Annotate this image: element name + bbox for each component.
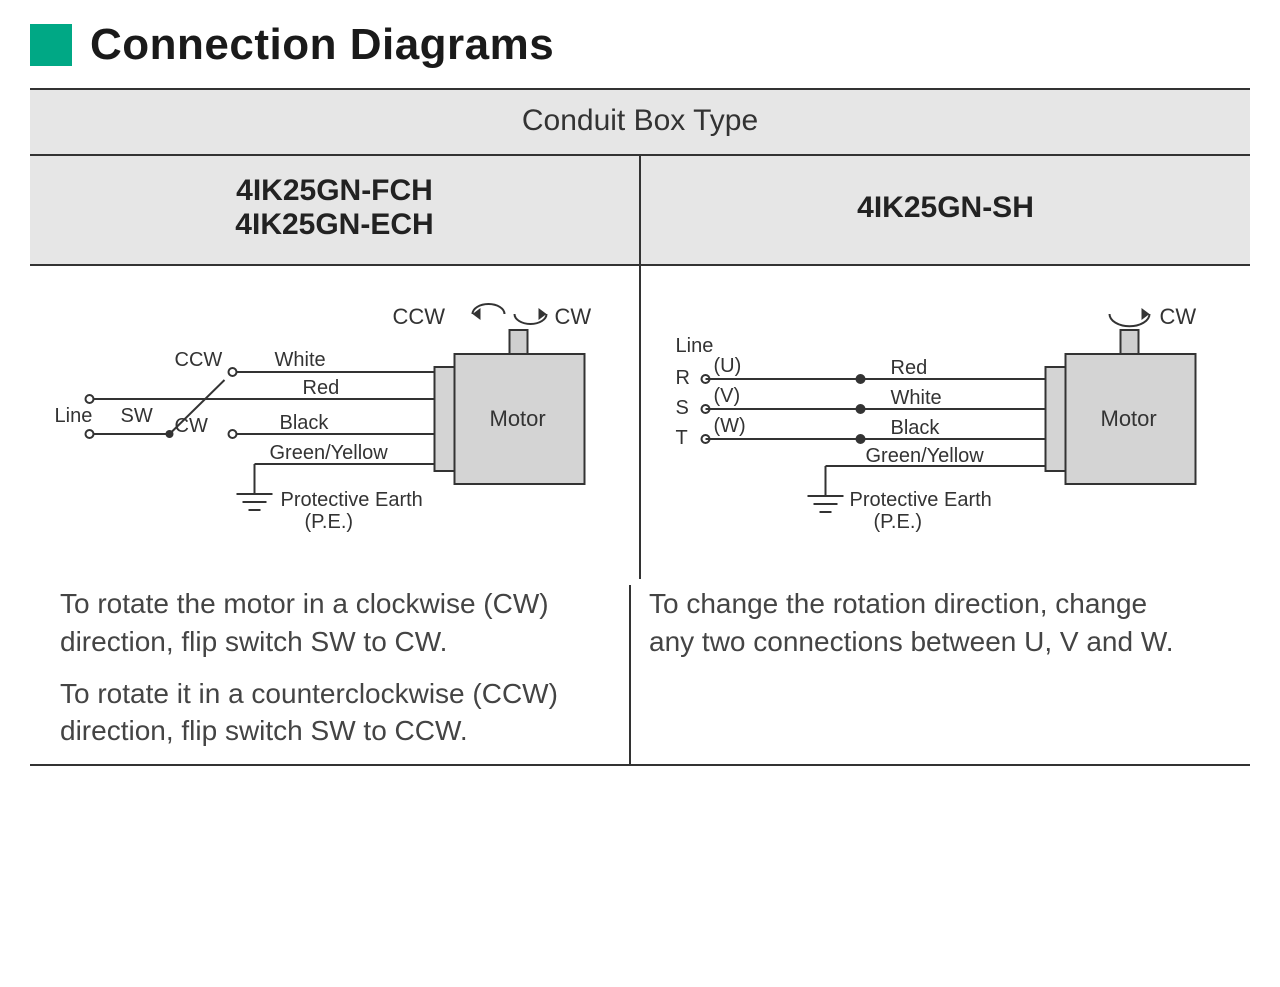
motor-shaft (510, 330, 528, 354)
terminal-line2 (86, 430, 94, 438)
phase-t: T (676, 427, 688, 449)
wiring-diagram-left: Motor CCW CW CCW White (48, 284, 621, 564)
caption-right: To change the rotation direction, change… (631, 585, 1220, 764)
caption-row: To rotate the motor in a clockwise (CW) … (30, 579, 1250, 764)
line-label: Line (676, 335, 714, 357)
pe-label1: Protective Earth (850, 489, 992, 511)
table-header: Conduit Box Type (30, 90, 1250, 156)
pe-label1: Protective Earth (281, 489, 423, 511)
diagram-table: Conduit Box Type 4IK25GN-FCH 4IK25GN-ECH… (30, 88, 1250, 766)
terminal-line1 (86, 395, 94, 403)
phase-r: R (676, 367, 690, 389)
caption-left: To rotate the motor in a clockwise (CW) … (60, 585, 631, 764)
red-label: Red (891, 357, 928, 379)
cw-wire-label: CW (175, 415, 208, 437)
model-name: 4IK25GN-ECH (235, 208, 433, 242)
wiring-diagram-right: Motor CW Line R (U) Red S (V) (659, 284, 1232, 564)
diagram-cell-right: Motor CW Line R (U) Red S (V) (641, 266, 1250, 579)
phase-w: (W) (714, 415, 746, 437)
model-row: 4IK25GN-FCH 4IK25GN-ECH 4IK25GN-SH (30, 156, 1250, 266)
model-name: 4IK25GN-FCH (236, 174, 433, 208)
sw-label: SW (121, 405, 153, 427)
phase-v: (V) (714, 385, 741, 407)
ccw-wire-label: CCW (175, 349, 223, 371)
phase-u: (U) (714, 355, 742, 377)
motor-label: Motor (490, 406, 546, 431)
greenyellow-label: Green/Yellow (866, 445, 985, 467)
pe-label2: (P.E.) (874, 511, 923, 533)
page-title: Connection Diagrams (90, 20, 554, 70)
node-s (856, 404, 866, 414)
motor-terminal-box (1046, 367, 1066, 471)
caption-text: To change the rotation direction, change… (649, 585, 1200, 661)
black-label: Black (280, 412, 330, 434)
caption-text: To rotate it in a counterclockwise (CCW)… (60, 675, 611, 751)
black-label: Black (891, 417, 941, 439)
line-label: Line (55, 405, 93, 427)
caption-text: To rotate the motor in a clockwise (CW) … (60, 585, 611, 661)
title-accent-square (30, 24, 72, 66)
diagram-row: Motor CCW CW CCW White (30, 266, 1250, 579)
red-label: Red (303, 377, 340, 399)
motor-shaft (1121, 330, 1139, 354)
cw-label: CW (555, 304, 592, 329)
white-label: White (891, 387, 942, 409)
white-label: White (275, 349, 326, 371)
terminal-ccw (229, 368, 237, 376)
diagram-cell-left: Motor CCW CW CCW White (30, 266, 641, 579)
model-cell-right: 4IK25GN-SH (641, 156, 1250, 264)
motor-terminal-box (435, 367, 455, 471)
motor-label: Motor (1101, 406, 1157, 431)
node-t (856, 434, 866, 444)
sw-pivot (166, 430, 174, 438)
phase-s: S (676, 397, 689, 419)
model-name: 4IK25GN-SH (857, 191, 1034, 225)
node-r (856, 374, 866, 384)
greenyellow-label: Green/Yellow (270, 442, 389, 464)
terminal-cw (229, 430, 237, 438)
cw-label: CW (1160, 304, 1197, 329)
page-title-row: Connection Diagrams (30, 20, 1250, 70)
ccw-label: CCW (393, 304, 446, 329)
pe-label2: (P.E.) (305, 511, 354, 533)
model-cell-left: 4IK25GN-FCH 4IK25GN-ECH (30, 156, 641, 264)
